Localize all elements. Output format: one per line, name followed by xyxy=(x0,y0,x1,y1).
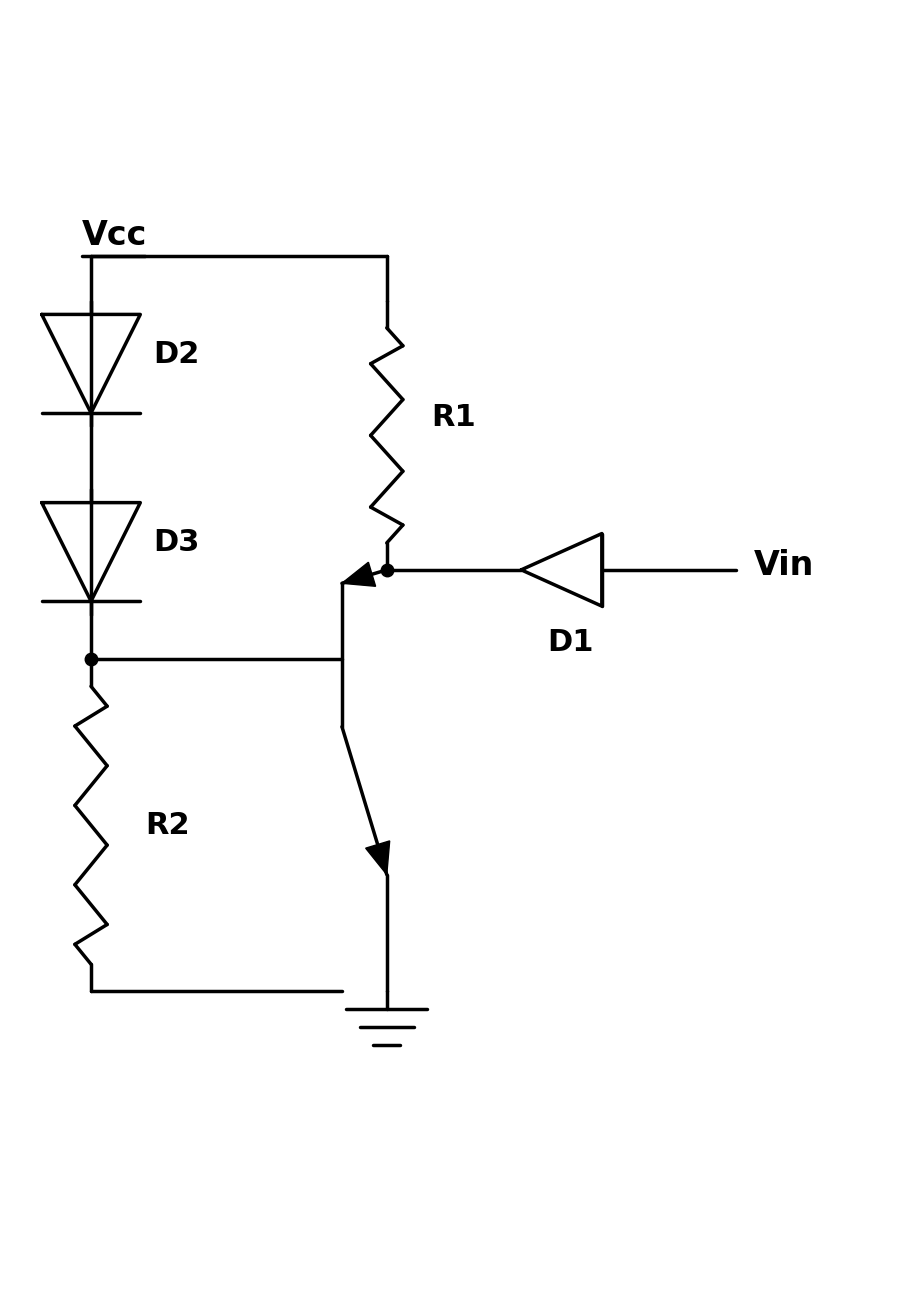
Polygon shape xyxy=(342,562,376,587)
Polygon shape xyxy=(366,840,389,874)
Text: Vcc: Vcc xyxy=(82,219,147,251)
Text: R1: R1 xyxy=(432,403,476,432)
Text: D1: D1 xyxy=(547,628,593,657)
Text: Vin: Vin xyxy=(754,549,814,582)
Text: R2: R2 xyxy=(145,811,190,839)
Text: D2: D2 xyxy=(154,341,200,369)
Text: D3: D3 xyxy=(154,528,200,557)
